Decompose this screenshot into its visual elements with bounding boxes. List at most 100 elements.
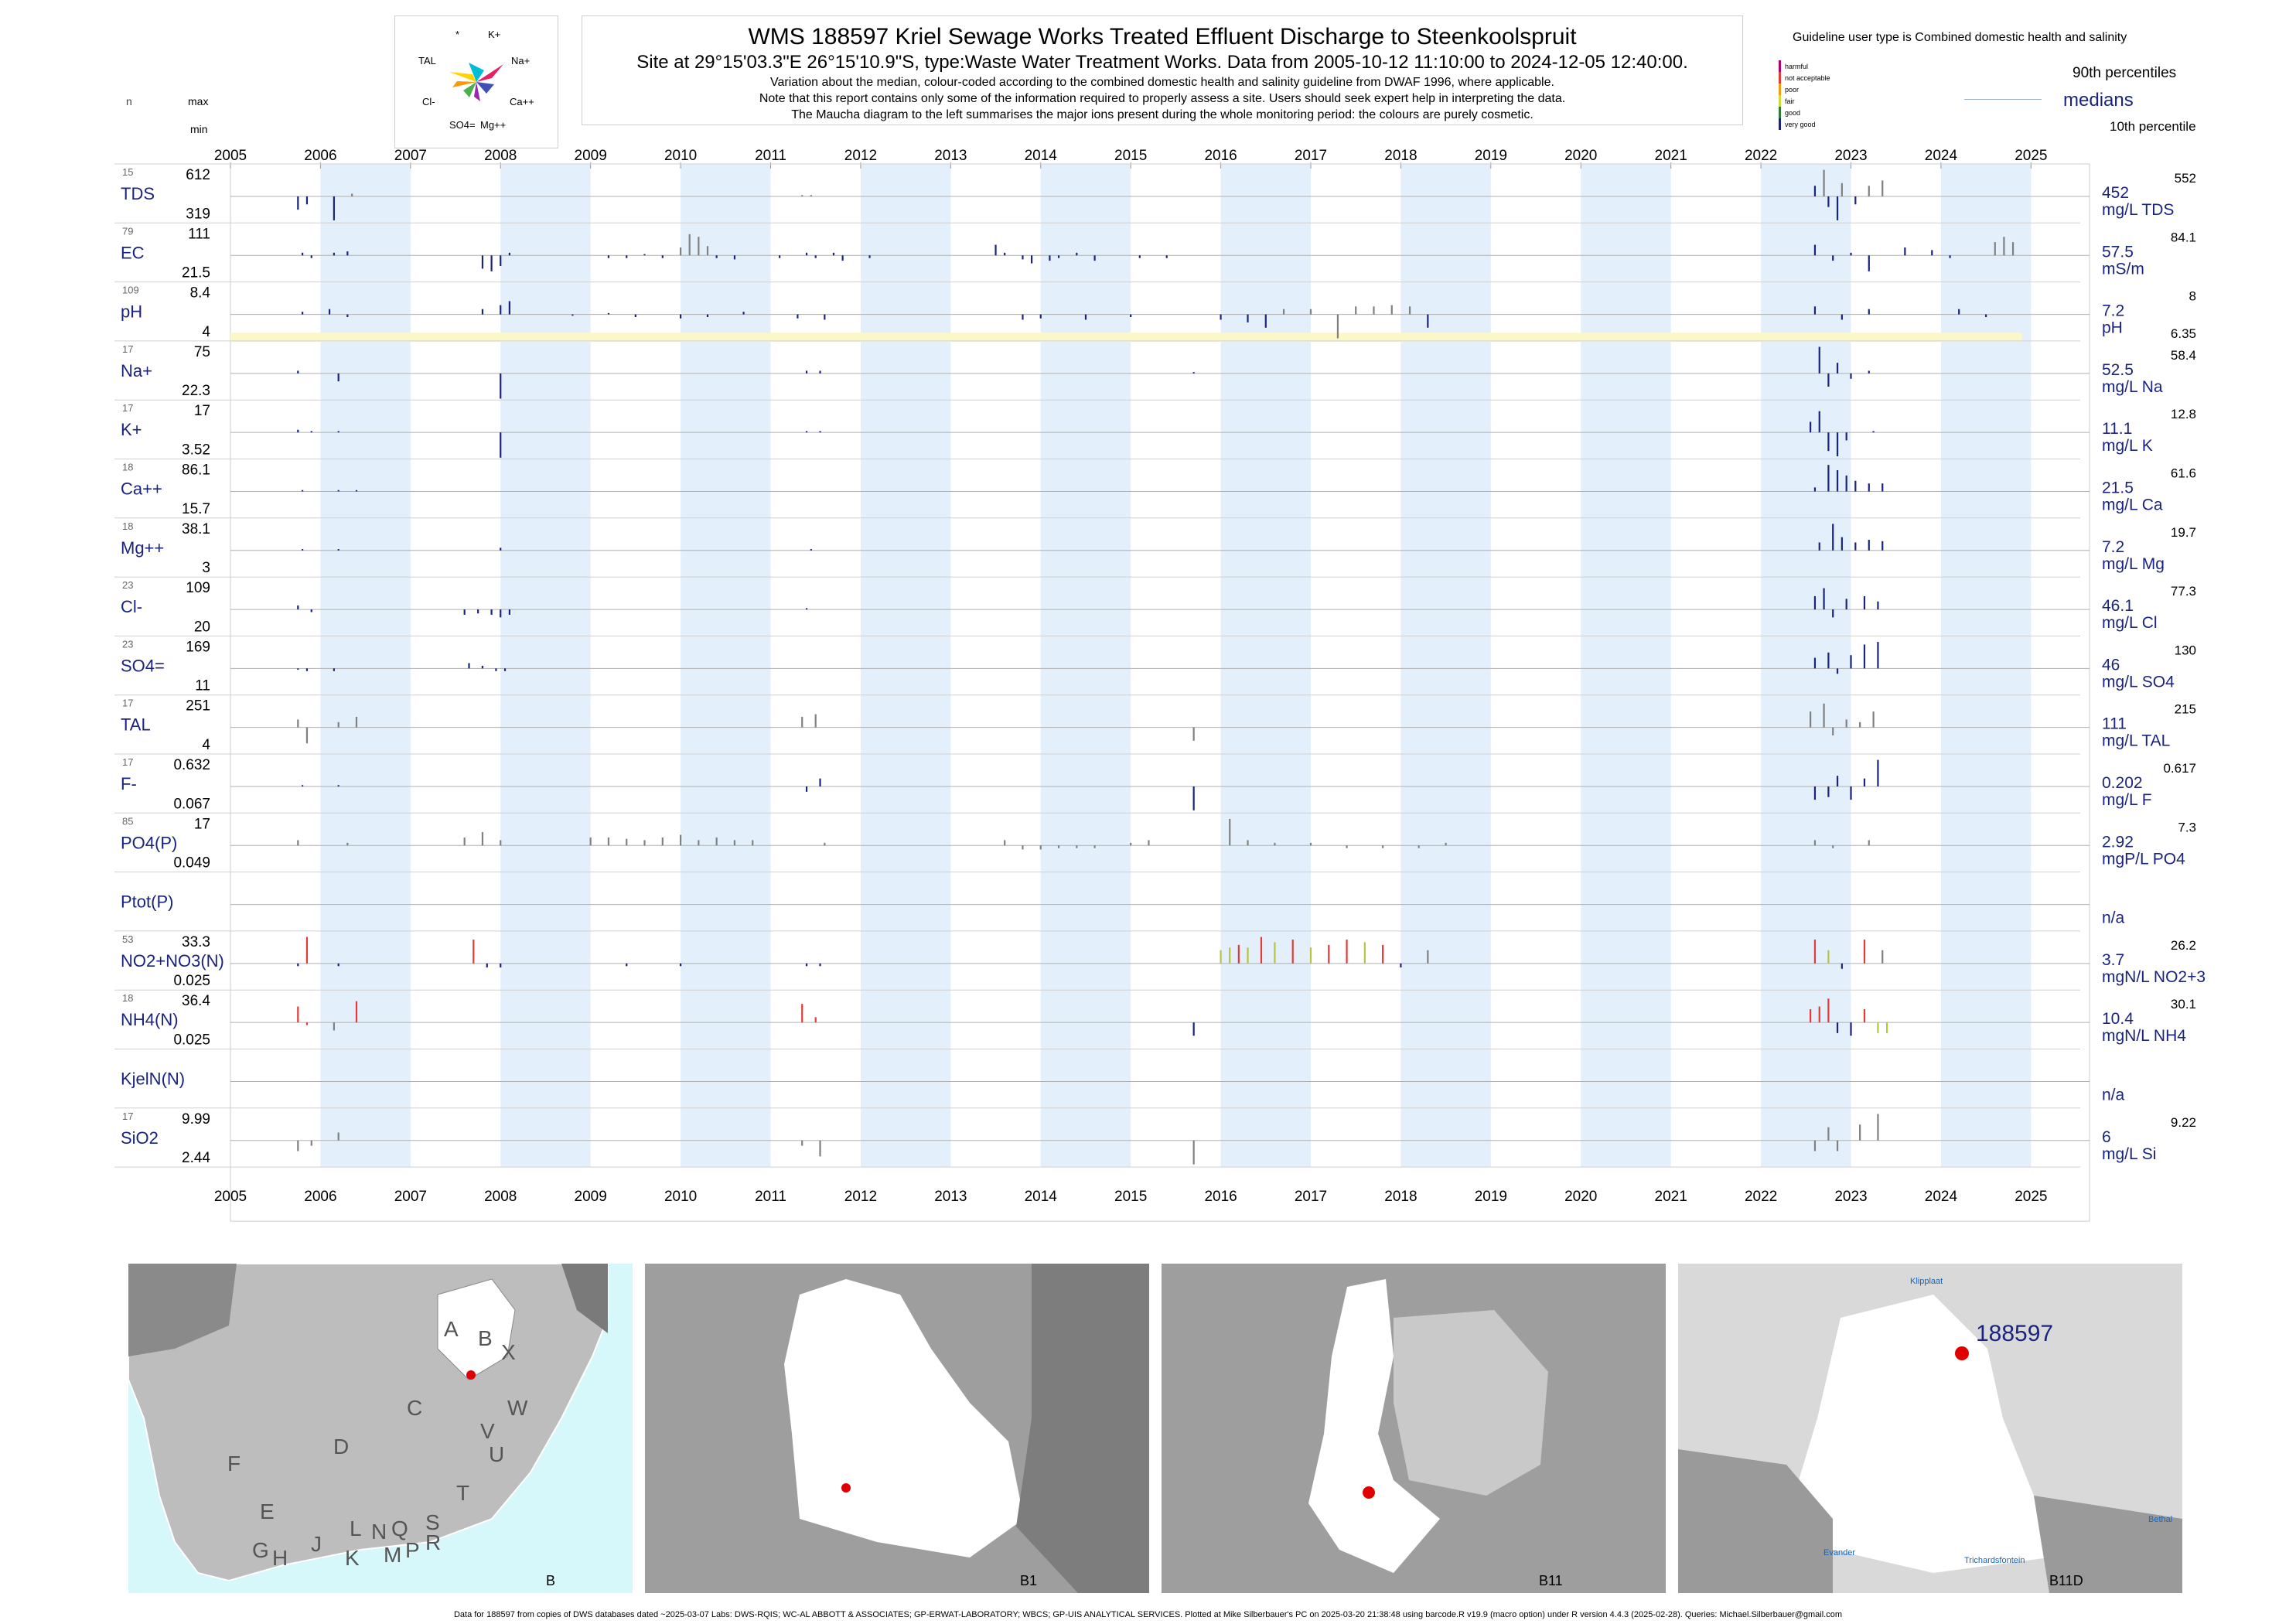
row-label: Cl- (121, 597, 142, 616)
row-unit: mg/L Cl (2102, 614, 2158, 632)
row-median: 10.4 (2102, 1010, 2134, 1028)
x-tick-label-top: 2007 (394, 148, 427, 164)
row-n: 23 (122, 579, 133, 591)
x-tick-label-top: 2011 (755, 148, 786, 164)
row-p90: 0.617 (2163, 761, 2196, 776)
map-neighbour (2034, 1496, 2182, 1593)
x-tick-label-bottom: 2006 (304, 1189, 336, 1205)
map-label: C (407, 1396, 422, 1420)
map-label: K (345, 1546, 360, 1570)
row-unit: mg/L TAL (2102, 732, 2170, 750)
row-label: NH4(N) (121, 1010, 179, 1029)
map-neighbour (1678, 1449, 1833, 1593)
map-label: R (425, 1530, 441, 1554)
row-median: 452 (2102, 184, 2129, 202)
row-median: 0.202 (2102, 774, 2143, 792)
maucha-label-k: K+ (488, 29, 500, 40)
map-label: G (252, 1538, 269, 1562)
row-median: 46.1 (2102, 597, 2134, 615)
row-p90: 19.7 (2171, 525, 2196, 540)
map-place-bethal: Bethal (2148, 1515, 2172, 1524)
row-max: 17 (194, 816, 210, 832)
map-label: V (480, 1419, 495, 1443)
row-min: 20 (194, 619, 210, 635)
x-tick-label-top: 2021 (1655, 148, 1687, 164)
row-unit: mg/L K (2102, 437, 2153, 455)
map-label: P (405, 1538, 420, 1562)
row-unit: mg/L Mg (2102, 555, 2165, 573)
map-b11d-svg: 188597 Klipplaat Evander Trichardsfontei… (1678, 1264, 2182, 1593)
row-label: Ca++ (121, 479, 162, 499)
x-tick-label-bottom: 2012 (844, 1189, 877, 1205)
x-tick-label-bottom: 2019 (1475, 1189, 1507, 1205)
map-label: X (501, 1340, 516, 1364)
ph-guideline-range (230, 333, 2022, 343)
row-max: 109 (186, 580, 210, 596)
row-label: PO4(P) (121, 833, 177, 852)
map-b1-svg: B1 (645, 1264, 1149, 1593)
maucha-label-cl: Cl- (422, 96, 435, 107)
legend-class-fair: fair (1785, 97, 1795, 105)
row-p90: 26.2 (2171, 938, 2196, 953)
row-max: 0.632 (173, 757, 210, 773)
row-label: Mg++ (121, 538, 164, 558)
legend-median: medians (2063, 90, 2134, 111)
maucha-label-mg: Mg++ (480, 119, 506, 131)
maucha-petal (449, 72, 476, 82)
map-neighbour (561, 1264, 608, 1333)
row-n: 23 (122, 638, 133, 650)
year-band (320, 164, 411, 1168)
x-tick-label-top: 2018 (1384, 148, 1417, 164)
row-unit: mg/L SO4 (2102, 673, 2175, 691)
map-place-klipplaat: Klipplaat (1910, 1277, 1943, 1286)
map-label: S (425, 1510, 440, 1534)
map-catchment-b11d (1794, 1295, 2049, 1573)
row-label: NO2+NO3(N) (121, 951, 224, 971)
note-1: Variation about the median, colour-coded… (770, 76, 1554, 89)
maucha-label-ca: Ca++ (510, 96, 534, 107)
map-region-b: A B X C W D V U F T E G H J L K M N Q P … (128, 1264, 633, 1593)
map-label: M (384, 1543, 401, 1567)
x-tick-label-top: 2012 (844, 148, 877, 164)
row-min: 0.025 (173, 973, 210, 989)
row-max: 8.4 (190, 285, 211, 302)
x-tick-label-top: 2005 (214, 148, 247, 164)
row-max: 612 (186, 167, 210, 183)
legend-class-very-good: very good (1785, 121, 1816, 128)
row-p90: 77.3 (2171, 584, 2196, 599)
map-b-svg: A B X C W D V U F T E G H J L K M N Q P … (128, 1264, 633, 1593)
map-label: F (227, 1452, 241, 1476)
maucha-label-star: * (455, 29, 459, 40)
x-tick-label-bottom: 2022 (1745, 1189, 1777, 1205)
x-tick-label-top: 2014 (1025, 148, 1058, 164)
x-tick-label-bottom: 2005 (214, 1189, 247, 1205)
row-label: pH (121, 302, 142, 322)
row-median: 52.5 (2102, 361, 2134, 379)
map-label: Q (391, 1517, 408, 1540)
map-b11d-caption: B11D (2049, 1573, 2083, 1588)
row-max: 169 (186, 639, 210, 655)
x-tick-label-top: 2025 (2015, 148, 2047, 164)
row-unit: mg/L Si (2102, 1145, 2156, 1163)
row-label: Na+ (121, 361, 152, 380)
year-band (860, 164, 951, 1168)
row-median: 111 (2102, 715, 2127, 733)
x-tick-label-bottom: 2021 (1655, 1189, 1687, 1205)
maucha-petal (474, 82, 480, 101)
header-n: n (126, 95, 132, 107)
x-tick-label-top: 2015 (1114, 148, 1147, 164)
row-label: TDS (121, 184, 155, 203)
row-p90: 84.1 (2171, 230, 2196, 244)
map-neighbour (1016, 1264, 1149, 1593)
row-p90: 8 (2189, 289, 2196, 304)
x-tick-label-top: 2006 (304, 148, 336, 164)
map-b-caption: B (546, 1573, 555, 1588)
row-min: 21.5 (182, 265, 210, 281)
barcode-chart: 2005 2005 2006 2006 2007 2007 2008 2008 2009 2009… (114, 148, 2206, 1222)
map-label: B (478, 1326, 493, 1350)
row-n: 53 (122, 933, 133, 945)
map-label: T (456, 1481, 469, 1505)
row-median: 57.5 (2102, 243, 2134, 261)
x-tick-label-bottom: 2020 (1564, 1189, 1597, 1205)
row-max: 75 (194, 344, 210, 360)
